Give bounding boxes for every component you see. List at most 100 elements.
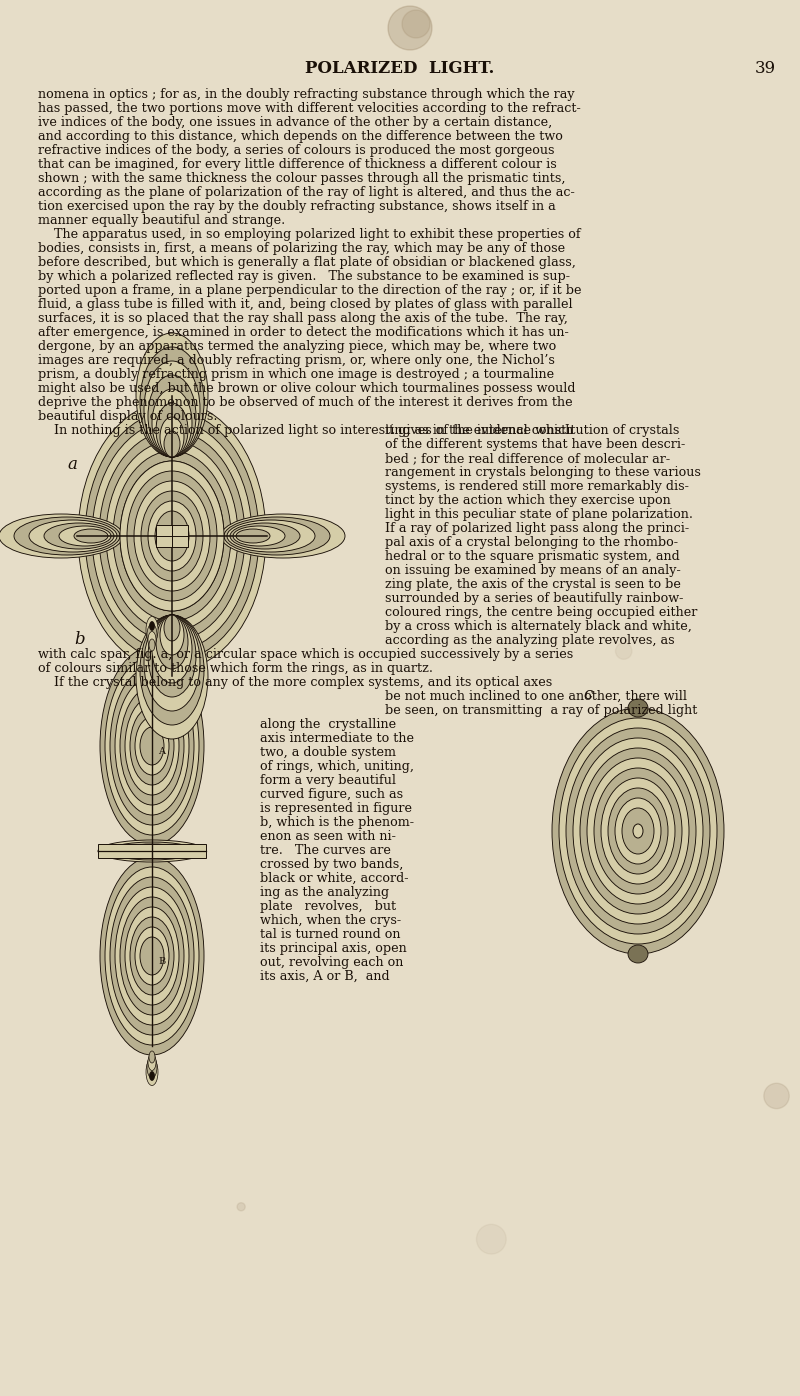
Bar xyxy=(98,845,206,859)
Ellipse shape xyxy=(109,842,195,860)
Text: by which a polarized reflected ray is given.   The substance to be examined is s: by which a polarized reflected ray is gi… xyxy=(38,269,570,283)
Ellipse shape xyxy=(14,517,120,556)
Ellipse shape xyxy=(552,708,724,953)
Ellipse shape xyxy=(594,768,682,893)
Text: pal axis of a crystal belonging to the rhombo-: pal axis of a crystal belonging to the r… xyxy=(385,536,678,549)
Ellipse shape xyxy=(120,461,224,611)
Text: be not much inclined to one another, there will: be not much inclined to one another, the… xyxy=(385,690,687,704)
Ellipse shape xyxy=(120,461,224,611)
Ellipse shape xyxy=(120,687,184,805)
Text: surfaces, it is so placed that the ray shall pass along the axis of the tube.  T: surfaces, it is so placed that the ray s… xyxy=(38,311,568,325)
Text: axis intermediate to the: axis intermediate to the xyxy=(260,732,414,745)
Text: curved figure, such as: curved figure, such as xyxy=(260,787,403,801)
Ellipse shape xyxy=(100,857,204,1055)
Ellipse shape xyxy=(78,401,266,671)
Text: If the crystal belong to any of the more complex systems, and its optical axes: If the crystal belong to any of the more… xyxy=(38,676,552,690)
Ellipse shape xyxy=(155,511,189,561)
Text: on issuing be examined by means of an analy-: on issuing be examined by means of an an… xyxy=(385,564,681,577)
Text: shown ; with the same thickness the colour passes through all the prismatic tint: shown ; with the same thickness the colo… xyxy=(38,172,566,186)
Text: of the different systems that have been descri-: of the different systems that have been … xyxy=(385,438,686,451)
Text: a: a xyxy=(67,456,77,473)
Text: The apparatus used, in so employing polarized light to exhibit these properties : The apparatus used, in so employing pola… xyxy=(38,228,581,242)
Text: tion exercised upon the ray by the doubly refracting substance, shows itself in : tion exercised upon the ray by the doubl… xyxy=(38,200,556,214)
Ellipse shape xyxy=(135,927,169,986)
Ellipse shape xyxy=(156,616,188,669)
Ellipse shape xyxy=(113,451,231,621)
Ellipse shape xyxy=(233,526,285,546)
Ellipse shape xyxy=(134,482,210,591)
Ellipse shape xyxy=(140,616,204,725)
Ellipse shape xyxy=(29,519,117,551)
Ellipse shape xyxy=(120,898,184,1015)
Text: tal is turned round on: tal is turned round on xyxy=(260,928,401,941)
Circle shape xyxy=(615,642,632,659)
Ellipse shape xyxy=(628,945,648,963)
Ellipse shape xyxy=(110,667,194,825)
Ellipse shape xyxy=(147,624,157,646)
Ellipse shape xyxy=(105,867,199,1046)
Text: according as the plane of polarization of the ray of light is altered, and thus : according as the plane of polarization o… xyxy=(38,186,574,200)
Text: b: b xyxy=(74,631,85,648)
Ellipse shape xyxy=(622,808,654,854)
Text: bodies, consists in, first, a means of polarizing the ray, which may be any of t: bodies, consists in, first, a means of p… xyxy=(38,242,565,255)
Text: 39: 39 xyxy=(755,60,776,77)
Text: bed ; for the real difference of molecular ar-: bed ; for the real difference of molecul… xyxy=(385,452,670,465)
Text: out, revolving each on: out, revolving each on xyxy=(260,956,403,969)
Text: form a very beautiful: form a very beautiful xyxy=(260,773,396,787)
Text: deprive the phenomenon to be observed of much of the interest it derives from th: deprive the phenomenon to be observed of… xyxy=(38,396,573,409)
Ellipse shape xyxy=(125,907,179,1005)
Text: A: A xyxy=(158,747,166,755)
Text: POLARIZED  LIGHT.: POLARIZED LIGHT. xyxy=(306,60,494,77)
Ellipse shape xyxy=(146,617,158,644)
Text: of colours similar to those which form the rings, as in quartz.: of colours similar to those which form t… xyxy=(38,662,433,676)
Text: which, when the crys-: which, when the crys- xyxy=(260,914,401,927)
Text: two, a double system: two, a double system xyxy=(260,745,396,759)
Ellipse shape xyxy=(144,616,200,711)
Ellipse shape xyxy=(120,845,184,859)
Text: after emergence, is examined in order to detect the modifications which it has u: after emergence, is examined in order to… xyxy=(38,327,569,339)
Ellipse shape xyxy=(100,646,204,845)
Ellipse shape xyxy=(566,727,710,934)
Text: hedral or to the square prismatic system, and: hedral or to the square prismatic system… xyxy=(385,550,680,563)
Text: with calc spar, fig. a, or a circular space which is occupied successively by a : with calc spar, fig. a, or a circular sp… xyxy=(38,648,574,660)
Ellipse shape xyxy=(44,524,114,549)
Ellipse shape xyxy=(633,824,643,838)
Ellipse shape xyxy=(150,621,154,631)
Text: surrounded by a series of beautifully rainbow-: surrounded by a series of beautifully ra… xyxy=(385,592,683,604)
Ellipse shape xyxy=(148,376,196,456)
Ellipse shape xyxy=(85,410,259,660)
Ellipse shape xyxy=(92,422,252,651)
Text: coloured rings, the centre being occupied either: coloured rings, the centre being occupie… xyxy=(385,606,698,618)
Ellipse shape xyxy=(628,699,648,718)
Text: black or white, accord-: black or white, accord- xyxy=(260,872,409,885)
Ellipse shape xyxy=(160,417,184,456)
Ellipse shape xyxy=(131,846,173,856)
Ellipse shape xyxy=(106,441,238,631)
Ellipse shape xyxy=(580,748,696,914)
Ellipse shape xyxy=(236,529,270,543)
Ellipse shape xyxy=(115,886,189,1025)
Ellipse shape xyxy=(587,758,689,905)
Ellipse shape xyxy=(125,697,179,794)
Text: c: c xyxy=(583,685,592,704)
Ellipse shape xyxy=(130,706,174,785)
Text: light in this peculiar state of plane polarization.: light in this peculiar state of plane po… xyxy=(385,508,693,521)
Text: ing as the analyzing: ing as the analyzing xyxy=(260,886,389,899)
Ellipse shape xyxy=(147,1055,157,1078)
Text: nomena in optics ; for as, in the doubly refracting substance through which the : nomena in optics ; for as, in the doubly… xyxy=(38,88,574,101)
Ellipse shape xyxy=(141,491,203,581)
Ellipse shape xyxy=(149,1051,155,1062)
Text: it gives of the internal constitution of crystals: it gives of the internal constitution of… xyxy=(385,424,679,437)
Ellipse shape xyxy=(148,501,196,571)
Ellipse shape xyxy=(615,799,661,864)
Ellipse shape xyxy=(155,511,189,561)
Text: has passed, the two portions move with different velocities according to the ref: has passed, the two portions move with d… xyxy=(38,102,581,114)
Text: tre.   The curves are: tre. The curves are xyxy=(260,845,391,857)
Circle shape xyxy=(388,6,432,50)
Text: its axis, A or B,  and: its axis, A or B, and xyxy=(260,970,390,983)
Ellipse shape xyxy=(146,1058,158,1086)
Ellipse shape xyxy=(136,616,208,738)
Bar xyxy=(156,525,188,547)
Text: dergone, by an apparatus termed the analyzing piece, which may be, where two: dergone, by an apparatus termed the anal… xyxy=(38,341,556,353)
Text: manner equally beautiful and strange.: manner equally beautiful and strange. xyxy=(38,214,286,228)
